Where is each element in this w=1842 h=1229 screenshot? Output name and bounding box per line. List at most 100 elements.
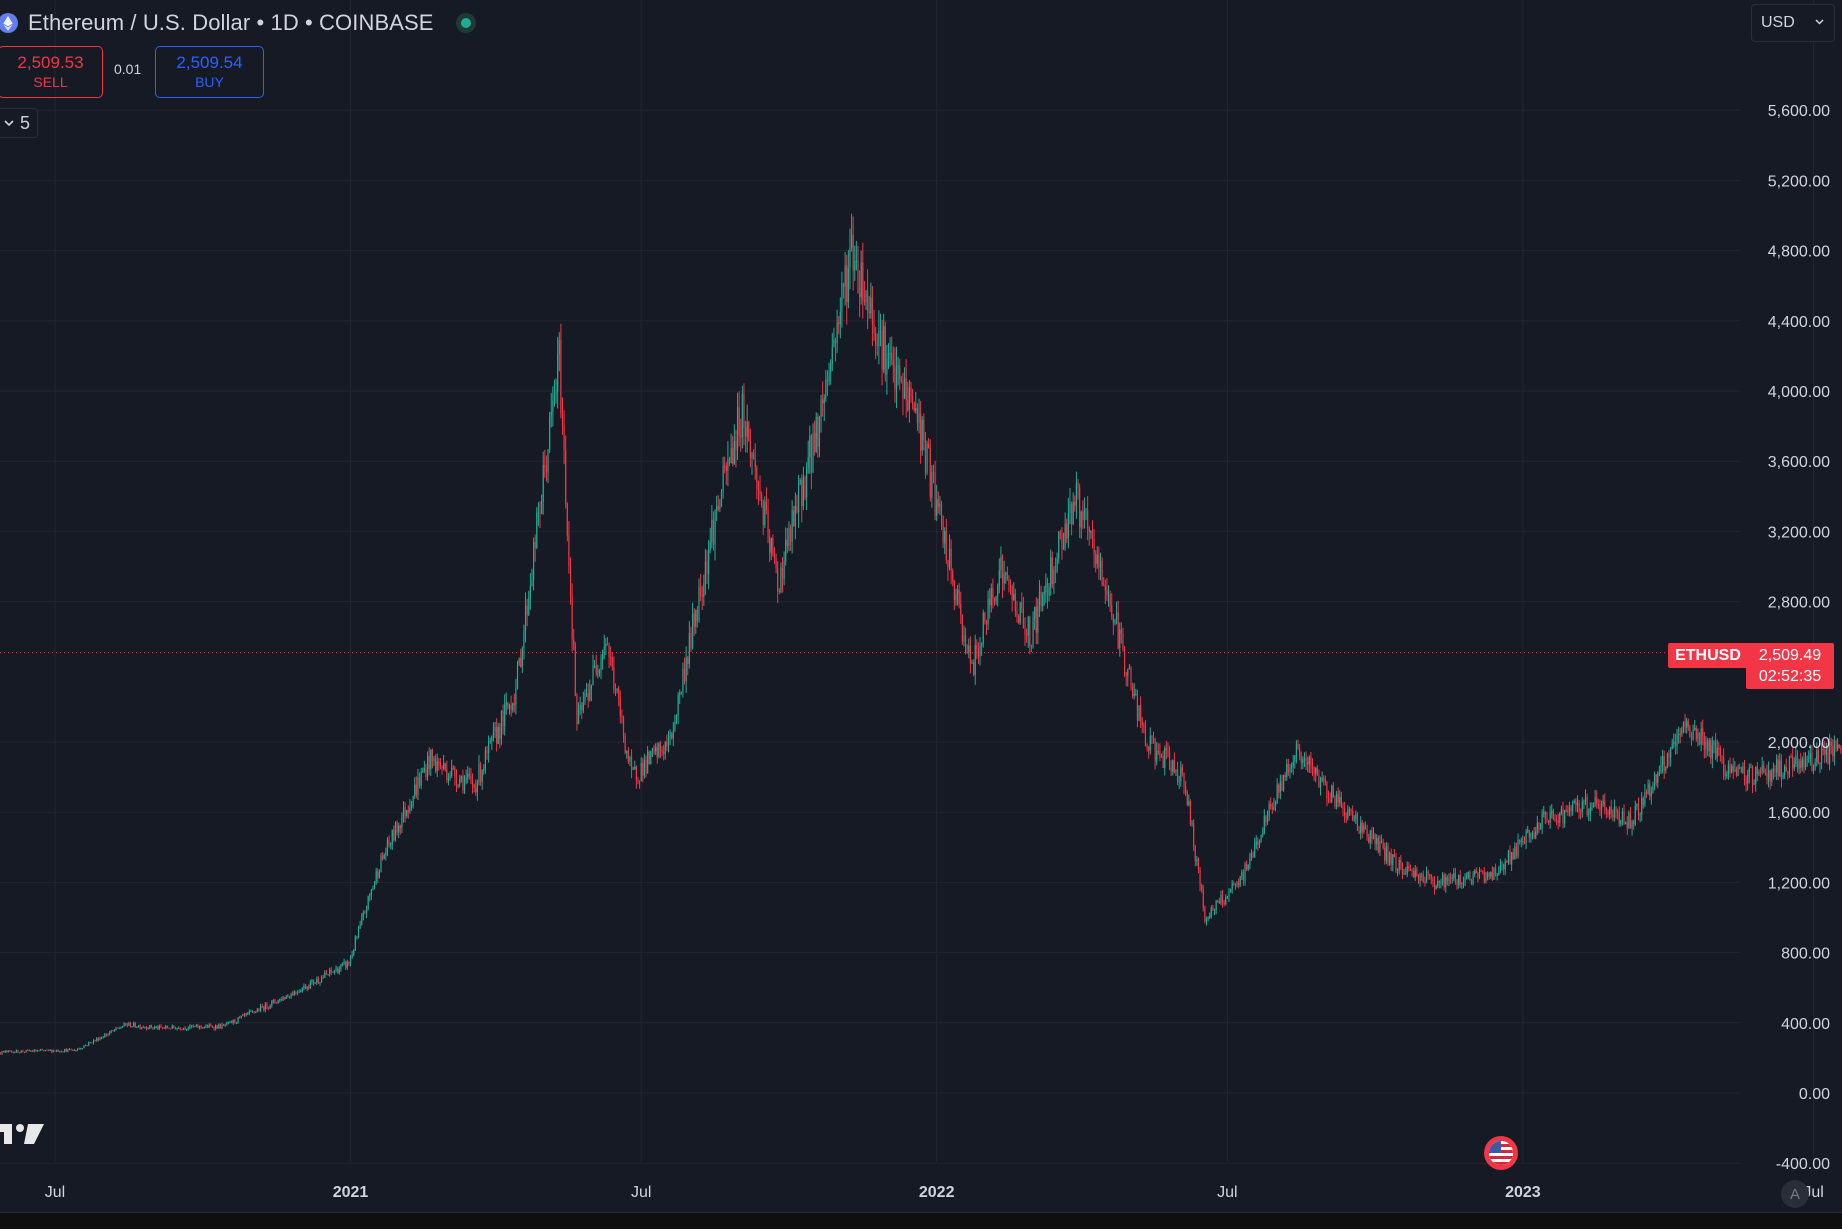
candle — [1437, 876, 1438, 888]
candle — [485, 747, 486, 774]
candle — [75, 1050, 76, 1052]
candle — [1016, 601, 1017, 623]
candle — [1651, 787, 1652, 805]
candle — [1076, 472, 1077, 519]
candle — [1416, 867, 1417, 877]
candle — [1264, 809, 1265, 834]
tradingview-logo-icon[interactable] — [0, 1122, 46, 1146]
candle — [560, 324, 561, 418]
candle — [212, 1025, 213, 1027]
candle — [742, 386, 743, 449]
candle — [963, 626, 964, 647]
candle — [1275, 800, 1276, 811]
candle — [276, 1002, 277, 1004]
candle — [1087, 496, 1088, 540]
candle — [1081, 510, 1082, 538]
candle — [1093, 529, 1094, 568]
candle — [1159, 743, 1160, 761]
candle — [46, 1049, 47, 1050]
candle — [1745, 775, 1746, 791]
candle — [9, 1050, 10, 1052]
candle — [1370, 830, 1371, 849]
candle — [771, 538, 772, 561]
candle — [1840, 745, 1841, 754]
candle — [1272, 802, 1273, 813]
candle — [1071, 501, 1072, 535]
candle — [1228, 888, 1229, 902]
candle — [941, 501, 942, 530]
candle — [237, 1017, 238, 1024]
candle — [615, 683, 616, 696]
candle — [1342, 802, 1343, 816]
candle — [616, 688, 617, 693]
sell-button[interactable]: 2,509.53 SELL — [0, 46, 103, 98]
auto-scale-button[interactable]: A — [1781, 1180, 1809, 1208]
candle — [1684, 714, 1685, 733]
candle — [35, 1049, 36, 1051]
candle — [307, 986, 308, 991]
candle — [755, 443, 756, 480]
y-tick-label: 800.00 — [1781, 946, 1830, 963]
candle — [117, 1027, 118, 1028]
candle — [1424, 877, 1425, 887]
candle — [1574, 799, 1575, 804]
candle — [1415, 865, 1416, 881]
candle — [1028, 616, 1029, 648]
buy-button[interactable]: 2,509.54 BUY — [155, 46, 264, 98]
candle — [257, 1008, 258, 1012]
candle — [971, 660, 972, 664]
candle — [1397, 868, 1398, 876]
candle — [1569, 802, 1570, 817]
candle — [427, 751, 428, 781]
candle — [446, 761, 447, 783]
candle — [951, 539, 952, 584]
candle — [202, 1027, 203, 1029]
candle — [191, 1025, 192, 1029]
candle — [1169, 746, 1170, 770]
candle — [1763, 761, 1764, 773]
candle — [1680, 728, 1681, 743]
us-flag-event-icon[interactable] — [1484, 1136, 1518, 1170]
candle — [1656, 774, 1657, 786]
candle — [1180, 761, 1181, 787]
candle — [43, 1050, 44, 1051]
candle — [337, 967, 338, 974]
candle — [143, 1025, 144, 1028]
candle — [833, 328, 834, 348]
candle — [1320, 777, 1321, 796]
candle — [321, 975, 322, 982]
candle — [54, 1051, 55, 1052]
candle — [221, 1023, 222, 1030]
candle — [1813, 764, 1814, 774]
candle — [87, 1045, 88, 1046]
symbol-title[interactable]: Ethereum / U.S. Dollar • 1D • COINBASE — [28, 10, 434, 36]
candle — [811, 434, 812, 489]
candle — [681, 692, 682, 695]
candle — [144, 1027, 145, 1029]
candle — [1004, 561, 1005, 591]
candle — [50, 1049, 51, 1051]
indicators-toggle[interactable]: 5 — [0, 108, 38, 138]
candle — [639, 780, 640, 789]
candle — [1024, 617, 1025, 646]
candle — [1623, 804, 1624, 825]
candle — [641, 757, 642, 781]
candle — [1668, 750, 1669, 767]
candle — [1734, 761, 1735, 772]
market-status-icon[interactable] — [456, 13, 476, 33]
currency-selector[interactable]: USD — [1751, 4, 1835, 42]
candle — [689, 621, 690, 669]
candle — [45, 1050, 46, 1051]
candle — [1583, 800, 1584, 809]
y-tick-label: 4,000.00 — [1768, 384, 1830, 401]
candle — [1408, 862, 1409, 872]
candle — [1646, 789, 1647, 798]
candle — [1598, 799, 1599, 809]
candle — [808, 441, 809, 474]
candle — [491, 735, 492, 750]
candle — [572, 583, 573, 651]
candle — [1517, 834, 1518, 859]
candle — [1034, 607, 1035, 630]
candle — [873, 310, 874, 341]
